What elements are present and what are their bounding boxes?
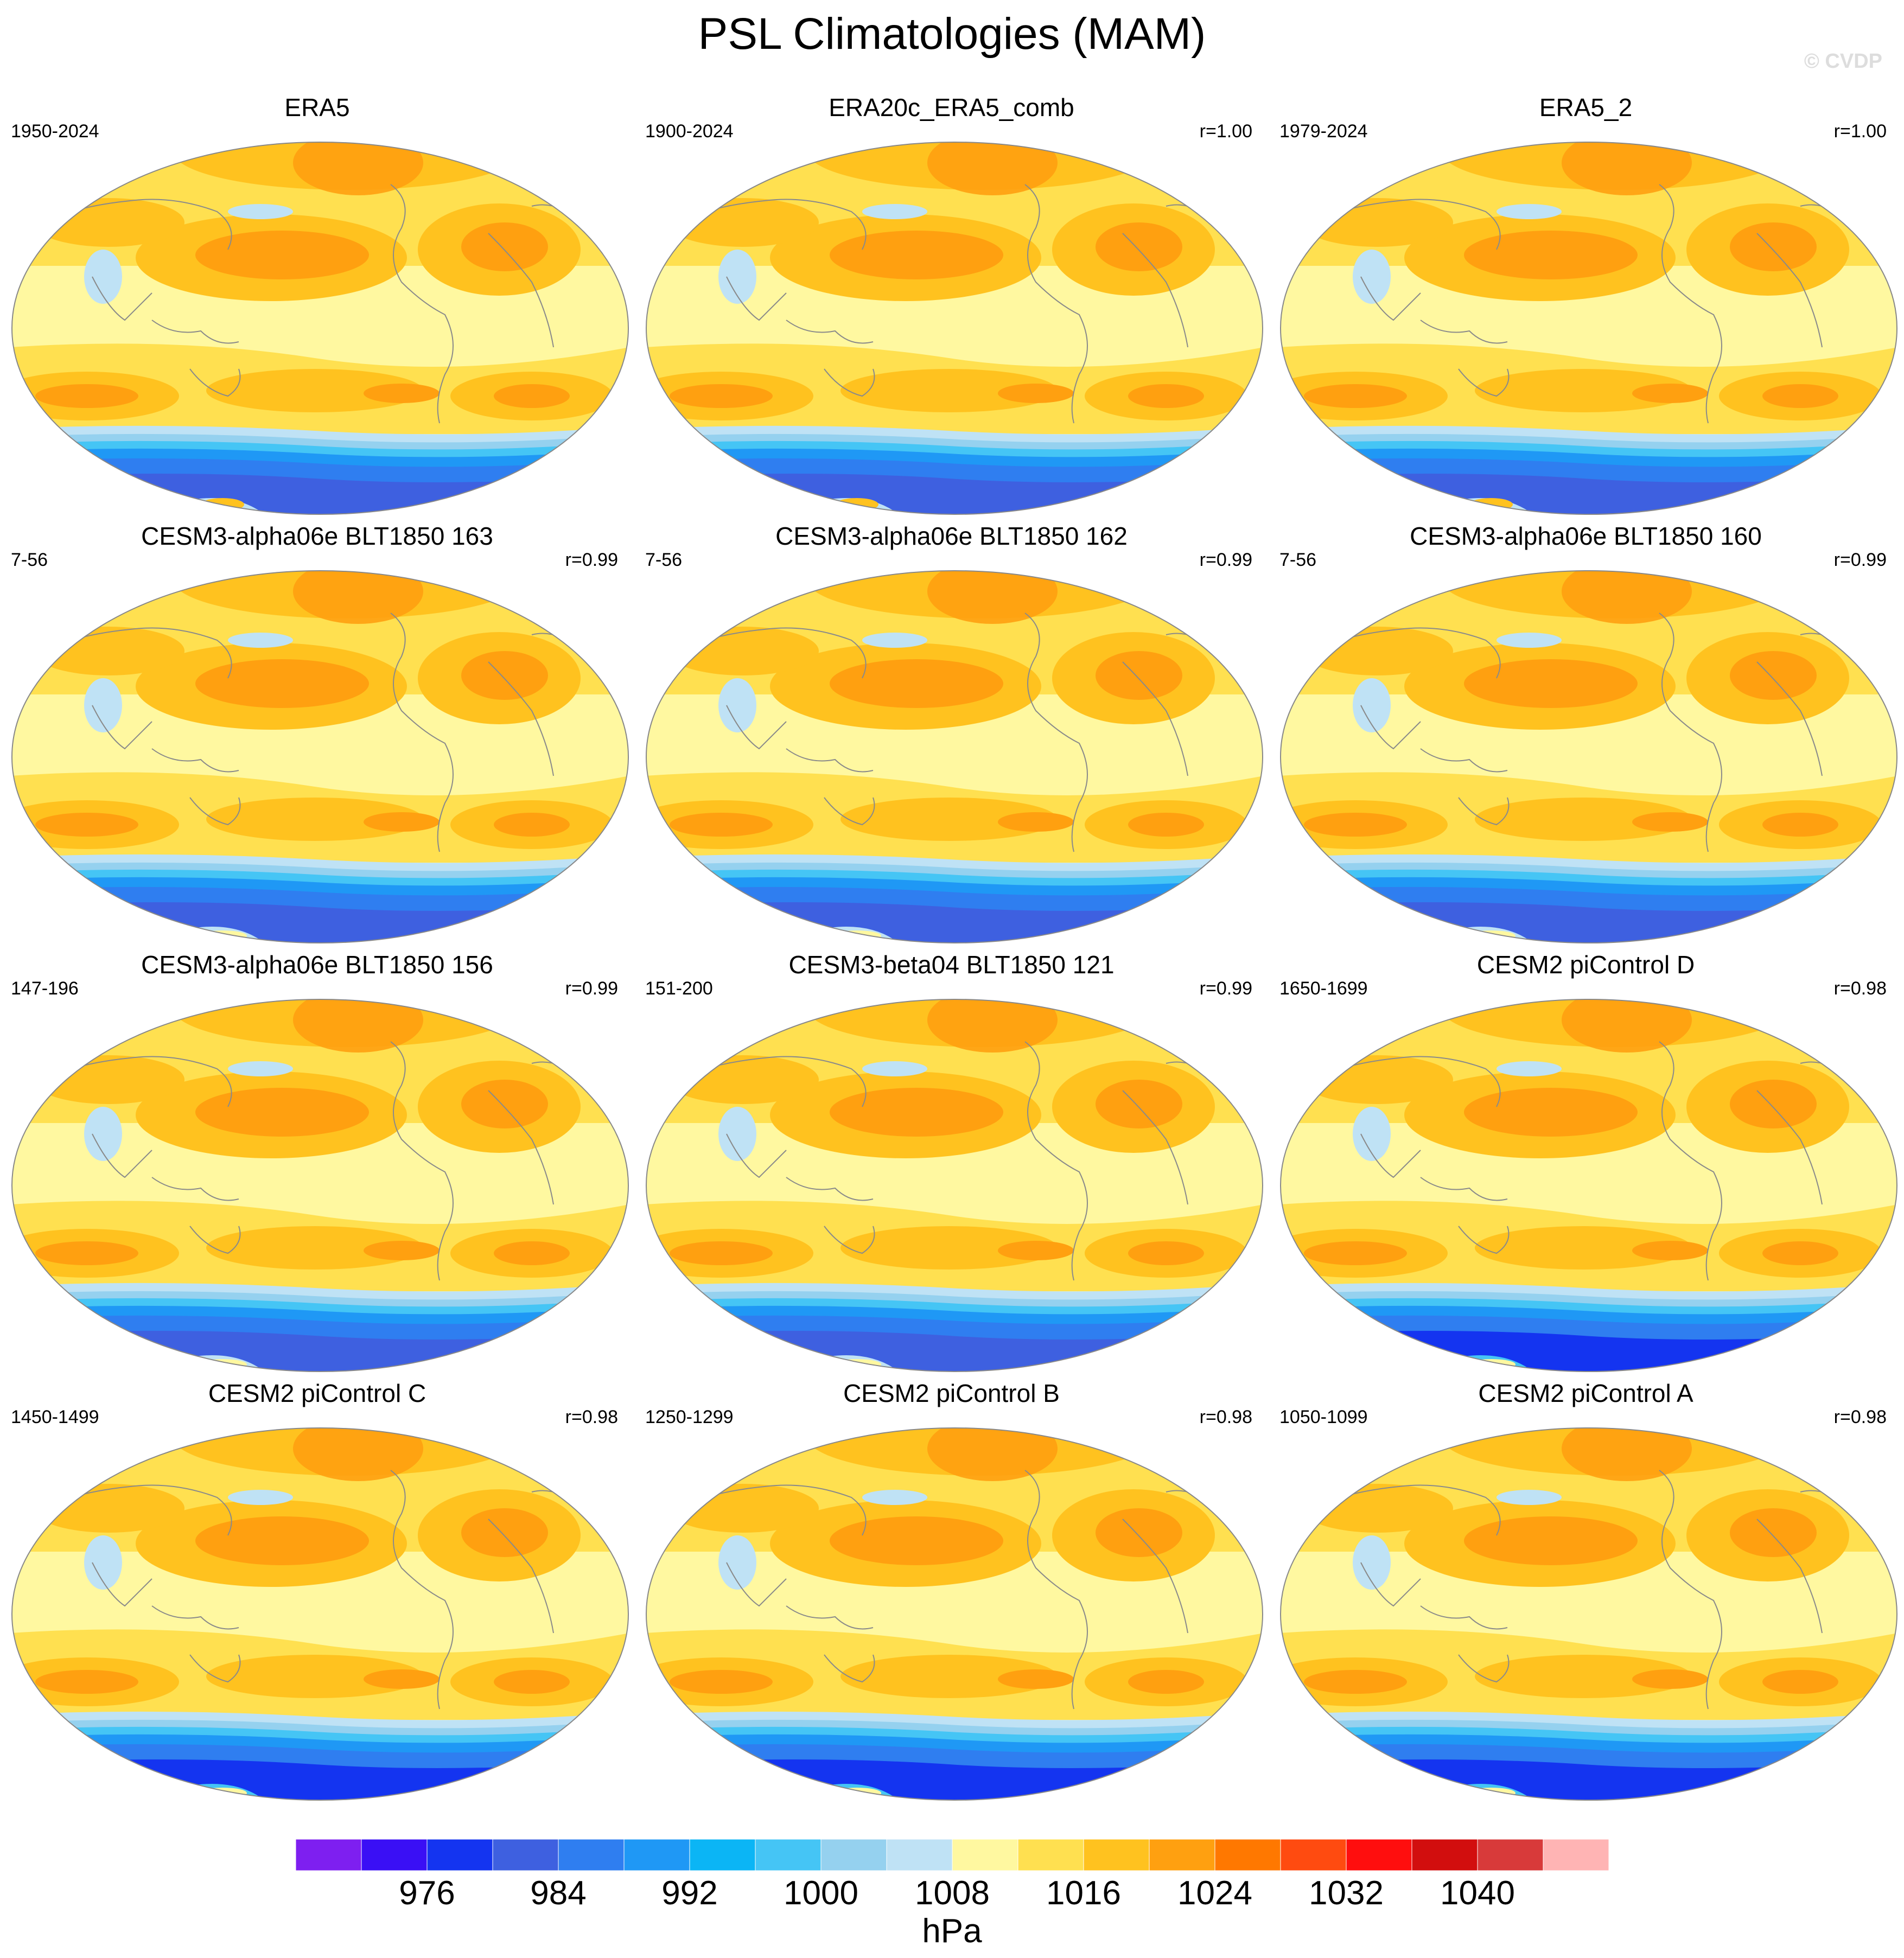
panel-years: 147-196 — [11, 978, 79, 999]
colorbar-tick-label: 1024 — [1177, 1874, 1252, 1912]
psl-map — [11, 999, 629, 1372]
panel-years: 1979-2024 — [1279, 121, 1368, 142]
panel-correlation: r=0.99 — [1199, 550, 1252, 570]
psl-map — [1280, 1427, 1897, 1801]
colorbar-swatch — [426, 1839, 493, 1871]
panel-title: ERA5 — [284, 93, 350, 122]
panel-years: 7-56 — [11, 550, 48, 570]
colorbar-tick-label: 1008 — [915, 1874, 990, 1912]
psl-map — [646, 570, 1263, 943]
panel-title: CESM3-beta04 BLT1850 121 — [788, 951, 1115, 979]
colorbar-swatch — [886, 1839, 953, 1871]
panel-title: ERA20c_ERA5_comb — [829, 93, 1074, 122]
panel-years: 1450-1499 — [11, 1407, 99, 1427]
panel-years: 1900-2024 — [645, 121, 734, 142]
copyright-watermark: © CVDP — [1804, 50, 1882, 73]
map-panel: ERA5 1950-2024 — [0, 87, 634, 515]
panel-years: 1950-2024 — [11, 121, 99, 142]
map-panel: CESM3-alpha06e BLT1850 162 7-56 r=0.99 — [634, 515, 1269, 944]
colorbar-swatch — [1477, 1839, 1544, 1871]
panel-correlation: r=0.98 — [1833, 1407, 1887, 1427]
panel-title: CESM2 piControl B — [843, 1379, 1060, 1407]
colorbar-tick-label: 1000 — [784, 1874, 858, 1912]
colorbar-swatch — [1411, 1839, 1478, 1871]
map-panel: CESM3-alpha06e BLT1850 163 7-56 r=0.99 — [0, 515, 634, 944]
panel-years: 7-56 — [645, 550, 683, 570]
panel-years: 1250-1299 — [645, 1407, 734, 1427]
colorbar-swatch — [1346, 1839, 1412, 1871]
panel-correlation: r=0.99 — [565, 978, 618, 999]
psl-map — [1280, 142, 1897, 515]
colorbar-swatch — [492, 1839, 559, 1871]
psl-map — [11, 142, 629, 515]
map-panel: ERA20c_ERA5_comb 1900-2024 r=1.00 — [634, 87, 1269, 515]
panel-correlation: r=0.99 — [1199, 978, 1252, 999]
psl-map — [1280, 999, 1897, 1372]
psl-map — [11, 570, 629, 943]
panel-title: CESM2 piControl A — [1478, 1379, 1693, 1407]
colorbar-unit: hPa — [922, 1912, 982, 1950]
panel-years: 1650-1699 — [1279, 978, 1368, 999]
map-panel: CESM3-alpha06e BLT1850 160 7-56 r=0.99 — [1269, 515, 1903, 944]
panel-title: CESM2 piControl D — [1476, 951, 1695, 979]
colorbar-swatch — [1214, 1839, 1281, 1871]
colorbar-tick-label: 1040 — [1440, 1874, 1515, 1912]
psl-map — [1280, 570, 1897, 943]
panel-title: CESM2 piControl C — [208, 1379, 426, 1407]
map-panel: CESM3-alpha06e BLT1850 156 147-196 r=0.99 — [0, 944, 634, 1373]
map-panel: CESM3-beta04 BLT1850 121 151-200 r=0.99 — [634, 944, 1269, 1373]
colorbar — [296, 1839, 1609, 1871]
panel-correlation: r=1.00 — [1833, 121, 1887, 142]
map-panel: CESM2 piControl A 1050-1099 r=0.98 — [1269, 1373, 1903, 1801]
panel-title: ERA5_2 — [1539, 93, 1633, 122]
colorbar-tick-label: 1032 — [1309, 1874, 1384, 1912]
map-panel: CESM2 piControl D 1650-1699 r=0.98 — [1269, 944, 1903, 1373]
colorbar-swatch — [623, 1839, 690, 1871]
colorbar-swatch — [361, 1839, 428, 1871]
panel-years: 7-56 — [1279, 550, 1317, 570]
panel-correlation: r=0.99 — [565, 550, 618, 570]
map-panel: CESM2 piControl C 1450-1499 r=0.98 — [0, 1373, 634, 1801]
panel-title: CESM3-alpha06e BLT1850 163 — [141, 522, 493, 550]
panel-years: 151-200 — [645, 978, 713, 999]
panel-correlation: r=0.98 — [1833, 978, 1887, 999]
colorbar-swatch — [558, 1839, 625, 1871]
panel-correlation: r=1.00 — [1199, 121, 1252, 142]
colorbar-swatch — [820, 1839, 887, 1871]
panel-title: CESM3-alpha06e BLT1850 156 — [141, 951, 493, 979]
colorbar-swatch — [1083, 1839, 1150, 1871]
psl-map — [646, 142, 1263, 515]
map-panel: ERA5_2 1979-2024 r=1.00 — [1269, 87, 1903, 515]
panel-title: CESM3-alpha06e BLT1850 162 — [775, 522, 1128, 550]
panel-correlation: r=0.98 — [1199, 1407, 1252, 1427]
psl-map — [646, 999, 1263, 1372]
colorbar-swatch — [1280, 1839, 1347, 1871]
colorbar-tick-label: 992 — [661, 1874, 718, 1912]
colorbar-swatch — [296, 1839, 362, 1871]
figure-title: PSL Climatologies (MAM) — [698, 9, 1206, 59]
psl-map — [646, 1427, 1263, 1801]
panel-title: CESM3-alpha06e BLT1850 160 — [1410, 522, 1762, 550]
colorbar-tick-label: 1016 — [1046, 1874, 1121, 1912]
psl-map — [11, 1427, 629, 1801]
panel-correlation: r=0.99 — [1833, 550, 1887, 570]
panel-years: 1050-1099 — [1279, 1407, 1368, 1427]
panel-correlation: r=0.98 — [565, 1407, 618, 1427]
colorbar-swatch — [1149, 1839, 1215, 1871]
colorbar-swatch — [689, 1839, 756, 1871]
colorbar-swatch — [1017, 1839, 1084, 1871]
colorbar-swatch — [1543, 1839, 1609, 1871]
colorbar-swatch — [952, 1839, 1018, 1871]
colorbar-tick-label: 976 — [399, 1874, 455, 1912]
colorbar-tick-label: 984 — [530, 1874, 587, 1912]
colorbar-swatch — [755, 1839, 822, 1871]
map-panel: CESM2 piControl B 1250-1299 r=0.98 — [634, 1373, 1269, 1801]
